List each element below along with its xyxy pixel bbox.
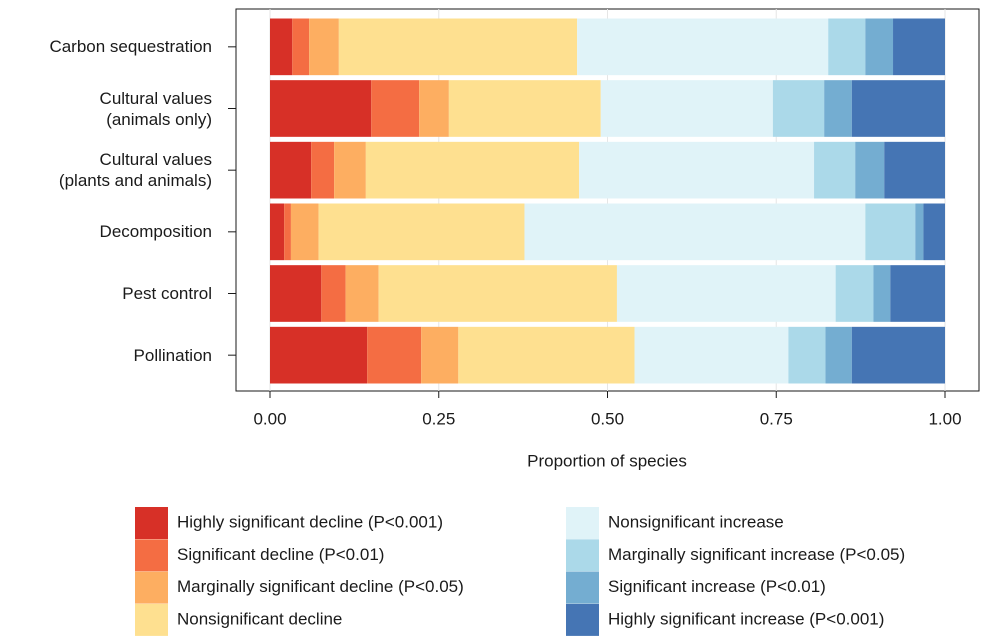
bar-segment — [828, 18, 866, 76]
bar-segment — [851, 80, 945, 137]
bar-segment — [814, 141, 856, 199]
x-tick-label: 0.25 — [422, 409, 455, 428]
bar-segment — [855, 141, 885, 199]
y-tick-label: Carbon sequestration — [49, 37, 212, 57]
bar-segment — [421, 326, 459, 384]
y-tick-label: Cultural values (plants and animals) — [58, 150, 212, 191]
bar-segment — [873, 265, 891, 322]
bar-segment — [378, 265, 617, 322]
bar-segment — [890, 265, 945, 322]
x-tick-label: 0.00 — [253, 409, 286, 428]
bar-segment — [825, 326, 852, 384]
x-tick-label: 0.50 — [591, 409, 624, 428]
bar-segment — [923, 203, 945, 261]
legend-swatch — [566, 603, 599, 636]
bar-segment — [270, 141, 312, 199]
legend-label: Highly significant increase (P<0.001) — [608, 609, 884, 628]
legend-label: Nonsignificant increase — [608, 512, 784, 531]
bar-segment — [270, 203, 285, 261]
bar-segment — [270, 265, 322, 322]
bar-segment — [309, 18, 339, 76]
bar-segment — [915, 203, 924, 261]
bar-segment — [851, 326, 945, 384]
y-tick-label: Cultural values (animals only) — [99, 88, 212, 129]
bar-segment — [788, 326, 826, 384]
legend-label: Significant decline (P<0.01) — [177, 545, 384, 564]
y-tick-label: Pest control — [122, 284, 212, 303]
legend-label: Marginally significant increase (P<0.05) — [608, 545, 905, 564]
legend-swatch — [135, 539, 168, 572]
bar-segment — [321, 265, 346, 322]
bar-segment — [270, 326, 368, 384]
bar-segment — [524, 203, 866, 261]
legend-label: Significant increase (P<0.01) — [608, 577, 826, 596]
legend-swatch — [135, 507, 168, 539]
bar-segment — [270, 18, 293, 76]
bar-segment — [292, 18, 310, 76]
bar-segment — [579, 141, 815, 199]
bar-segment — [634, 326, 789, 384]
legend-label: Marginally significant decline (P<0.05) — [177, 577, 464, 596]
legend-swatch — [566, 507, 599, 539]
y-tick-label: Pollination — [133, 345, 212, 365]
bar-segment — [835, 265, 874, 322]
bar-segment — [448, 80, 601, 137]
bar-segment — [577, 18, 829, 76]
bar-segment — [865, 203, 916, 261]
bar-segment — [270, 80, 372, 137]
bar-segment — [334, 141, 366, 199]
legend-label: Highly significant decline (P<0.001) — [177, 512, 443, 531]
bar-segment — [893, 18, 945, 76]
x-tick-label: 1.00 — [928, 409, 961, 428]
bar-segment — [458, 326, 635, 384]
legend-swatch — [135, 571, 168, 604]
bar-segment — [338, 18, 578, 76]
bar-segment — [884, 141, 945, 199]
bar-segment — [367, 326, 422, 384]
x-tick-label: 0.75 — [760, 409, 793, 428]
bar-segment — [365, 141, 580, 199]
x-axis-title: Proportion of species — [527, 451, 687, 470]
legend-swatch — [566, 539, 599, 572]
bar-segment — [290, 203, 319, 261]
bar-segment — [345, 265, 379, 322]
bar-segment — [772, 80, 825, 137]
legend-label: Nonsignificant decline — [177, 609, 342, 628]
y-tick-label: Decomposition — [99, 222, 212, 242]
legend-swatch — [135, 603, 168, 636]
bar-segment — [865, 18, 894, 76]
bar-segment — [284, 203, 291, 261]
bar-segment — [311, 141, 335, 199]
bar-segment — [824, 80, 852, 137]
bar-segment — [616, 265, 836, 322]
legend-swatch — [566, 571, 599, 604]
bar-segment — [600, 80, 773, 137]
bar-segment — [318, 203, 525, 261]
bar-segment — [371, 80, 420, 137]
bar-segment — [419, 80, 449, 137]
